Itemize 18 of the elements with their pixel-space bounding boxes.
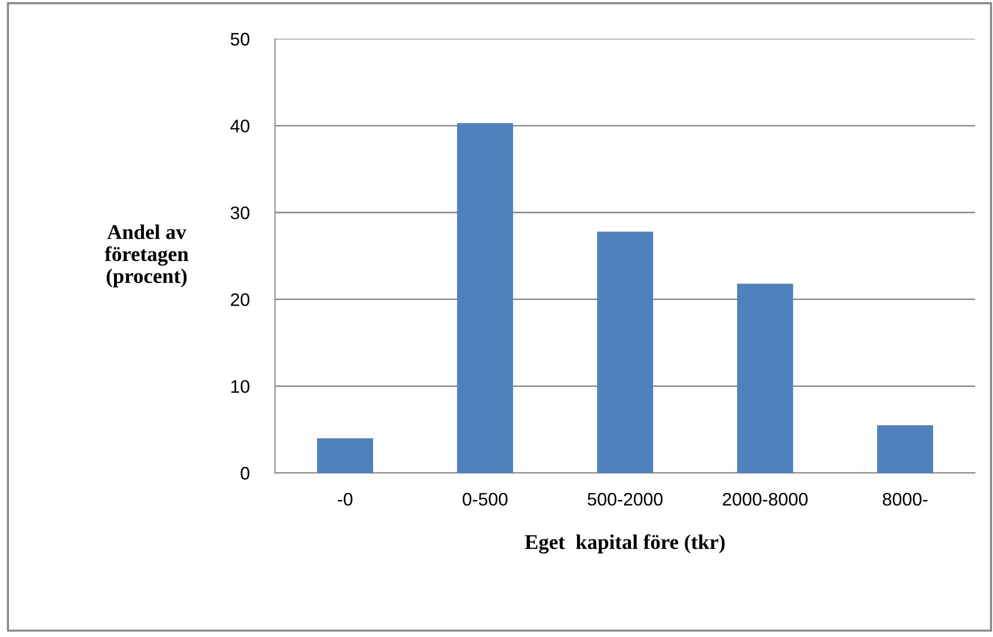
- x-tick-label: -0: [338, 492, 352, 506]
- bar: [597, 232, 654, 473]
- bar: [457, 123, 514, 473]
- bar: [317, 438, 374, 473]
- x-tick-label: 8000-: [882, 492, 928, 506]
- y-axis-title: Andel av företagen (procent): [104, 224, 188, 288]
- x-tick-label: 500-2000: [588, 492, 663, 506]
- y-tick-label: 50: [230, 32, 250, 46]
- x-tick-label: 0-500: [462, 492, 508, 506]
- x-tick-label: 2000-8000: [722, 492, 808, 506]
- y-tick-label: 0: [240, 466, 250, 480]
- y-tick-label: 10: [231, 380, 250, 393]
- y-tick-label: 40: [230, 120, 250, 132]
- x-axis-title: Eget kapital före (tkr): [524, 534, 725, 554]
- y-tick-label: 30: [230, 206, 250, 220]
- y-tick-label: 20: [230, 293, 250, 306]
- bar: [737, 284, 794, 473]
- bar: [877, 425, 934, 473]
